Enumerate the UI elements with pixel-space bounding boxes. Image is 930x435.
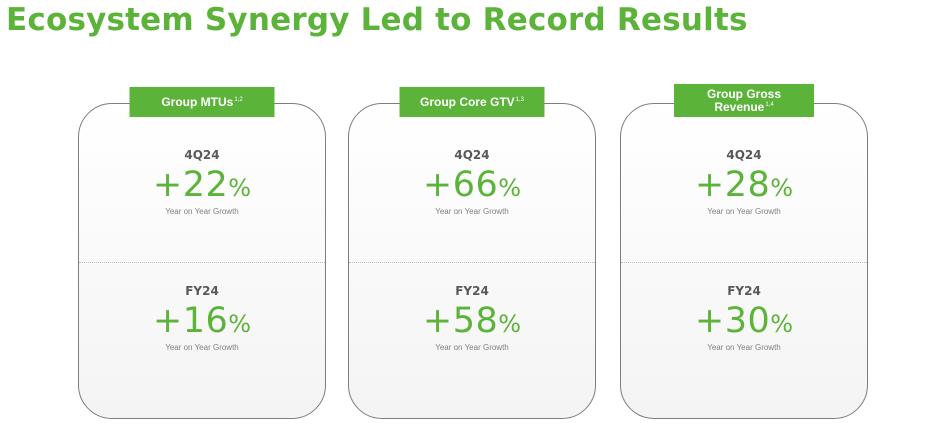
growth-value: +66% bbox=[349, 166, 595, 206]
period-label: FY24 bbox=[185, 284, 219, 298]
footnote-ref: 1,2 bbox=[234, 96, 243, 103]
period-label: FY24 bbox=[455, 284, 489, 298]
percent-sign: % bbox=[498, 174, 522, 202]
card-label: Group MTUs bbox=[161, 94, 234, 109]
card-label: Group Gross Revenue bbox=[706, 86, 781, 114]
dotted-divider bbox=[79, 262, 325, 263]
quarter-section: 4Q24 +66% Year on Year Growth bbox=[349, 148, 595, 217]
dotted-divider bbox=[349, 262, 595, 263]
percent-sign: % bbox=[770, 174, 794, 202]
slide-title: Ecosystem Synergy Led to Record Results bbox=[6, 2, 748, 38]
metric-card-group-core-gtv: Group Core GTV1,3 4Q24 +66% Year on Year… bbox=[348, 87, 596, 419]
growth-value: +30% bbox=[621, 302, 867, 342]
percent-sign: % bbox=[498, 310, 522, 338]
growth-description: Year on Year Growth bbox=[165, 343, 239, 352]
metric-card-group-gross-revenue: Group Gross Revenue1,4 4Q24 +28% Year on… bbox=[620, 84, 868, 419]
growth-value: +28% bbox=[621, 166, 867, 206]
growth-value: +16% bbox=[79, 302, 325, 342]
growth-number: +58 bbox=[422, 301, 499, 341]
card-label-tag: Group Gross Revenue1,4 bbox=[674, 84, 814, 117]
quarter-section: 4Q24 +28% Year on Year Growth bbox=[621, 148, 867, 217]
growth-description: Year on Year Growth bbox=[707, 343, 781, 352]
percent-sign: % bbox=[228, 310, 252, 338]
card-label-tag: Group MTUs1,2 bbox=[129, 87, 275, 117]
period-label: 4Q24 bbox=[726, 148, 762, 162]
growth-description: Year on Year Growth bbox=[435, 343, 509, 352]
fiscal-year-section: FY24 +30% Year on Year Growth bbox=[621, 284, 867, 353]
fiscal-year-section: FY24 +58% Year on Year Growth bbox=[349, 284, 595, 353]
period-label: 4Q24 bbox=[184, 148, 220, 162]
growth-description: Year on Year Growth bbox=[707, 207, 781, 216]
footnote-ref: 1,4 bbox=[765, 101, 774, 108]
period-label: 4Q24 bbox=[454, 148, 490, 162]
percent-sign: % bbox=[228, 174, 252, 202]
period-label: FY24 bbox=[727, 284, 761, 298]
growth-number: +28 bbox=[694, 165, 771, 205]
growth-number: +22 bbox=[152, 165, 229, 205]
growth-number: +16 bbox=[152, 301, 229, 341]
footnote-ref: 1,3 bbox=[515, 96, 524, 103]
card-label-tag: Group Core GTV1,3 bbox=[399, 87, 545, 117]
growth-value: +58% bbox=[349, 302, 595, 342]
growth-number: +30 bbox=[694, 301, 771, 341]
fiscal-year-section: FY24 +16% Year on Year Growth bbox=[79, 284, 325, 353]
growth-description: Year on Year Growth bbox=[165, 207, 239, 216]
dotted-divider bbox=[621, 262, 867, 263]
percent-sign: % bbox=[770, 310, 794, 338]
metric-card-group-mtus: Group MTUs1,2 4Q24 +22% Year on Year Gro… bbox=[78, 87, 326, 419]
growth-description: Year on Year Growth bbox=[435, 207, 509, 216]
growth-number: +66 bbox=[422, 165, 499, 205]
quarter-section: 4Q24 +22% Year on Year Growth bbox=[79, 148, 325, 217]
growth-value: +22% bbox=[79, 166, 325, 206]
card-label: Group Core GTV bbox=[419, 94, 515, 109]
